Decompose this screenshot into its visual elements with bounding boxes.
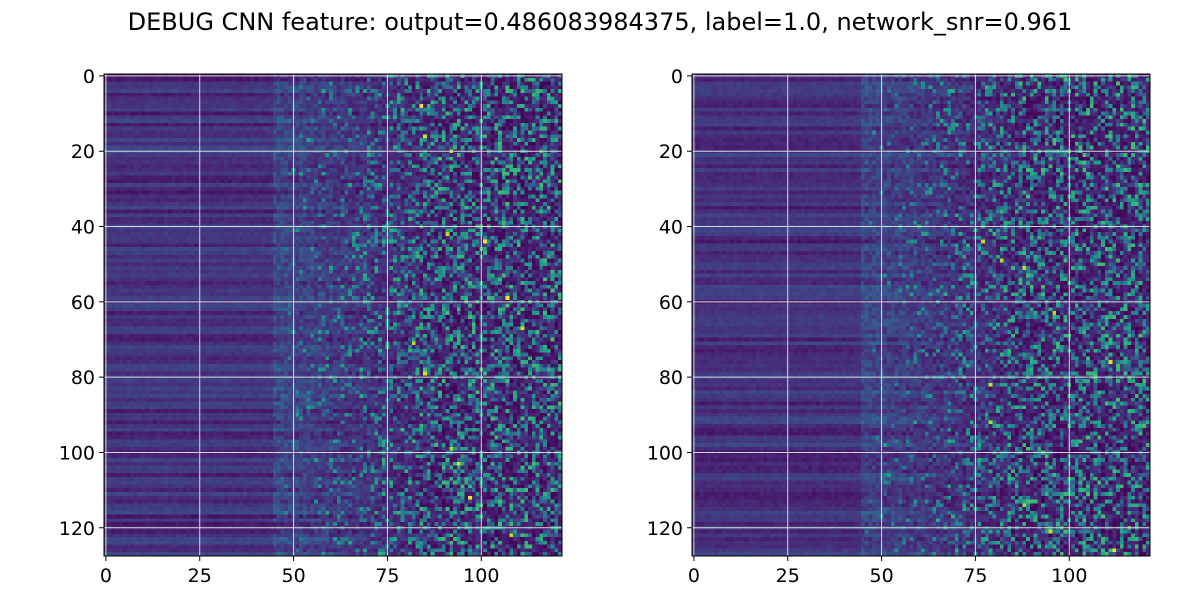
axes-frame bbox=[103, 73, 563, 557]
y-tick-label: 60 bbox=[659, 292, 683, 314]
x-tick-label: 100 bbox=[1051, 565, 1087, 587]
y-tick-label: 40 bbox=[659, 217, 683, 239]
y-tick-label: 100 bbox=[647, 442, 683, 464]
x-tick-label: 100 bbox=[463, 565, 499, 587]
x-tick-label: 75 bbox=[375, 565, 399, 587]
heatmap-image bbox=[104, 74, 562, 556]
y-tick-label: 60 bbox=[71, 292, 95, 314]
x-tick-label: 50 bbox=[869, 565, 893, 587]
x-tick-label: 50 bbox=[281, 565, 305, 587]
axes-frame bbox=[691, 73, 1151, 557]
y-tick-label: 100 bbox=[59, 442, 95, 464]
y-tick-label: 20 bbox=[659, 141, 683, 163]
y-tick-label: 120 bbox=[59, 518, 95, 540]
y-tick-label: 0 bbox=[671, 66, 683, 88]
y-tick-label: 0 bbox=[83, 66, 95, 88]
heatmap-left: 0 25 50 75 100 0 20 40 60 80 100 120 bbox=[59, 66, 563, 587]
y-tick-label: 120 bbox=[647, 518, 683, 540]
heatmap-right: 0 25 50 75 100 0 20 40 60 80 100 120 bbox=[647, 66, 1151, 587]
x-tick-label: 75 bbox=[963, 565, 987, 587]
figure-title: DEBUG CNN feature: output=0.486083984375… bbox=[127, 8, 1073, 36]
x-tick-label: 25 bbox=[188, 565, 212, 587]
y-tick-label: 20 bbox=[71, 141, 95, 163]
x-tick-label: 25 bbox=[776, 565, 800, 587]
x-tick-label: 0 bbox=[688, 565, 700, 587]
y-tick-label: 40 bbox=[71, 217, 95, 239]
heatmap-image bbox=[692, 74, 1150, 556]
y-tick-label: 80 bbox=[659, 367, 683, 389]
y-tick-label: 80 bbox=[71, 367, 95, 389]
x-tick-label: 0 bbox=[100, 565, 112, 587]
